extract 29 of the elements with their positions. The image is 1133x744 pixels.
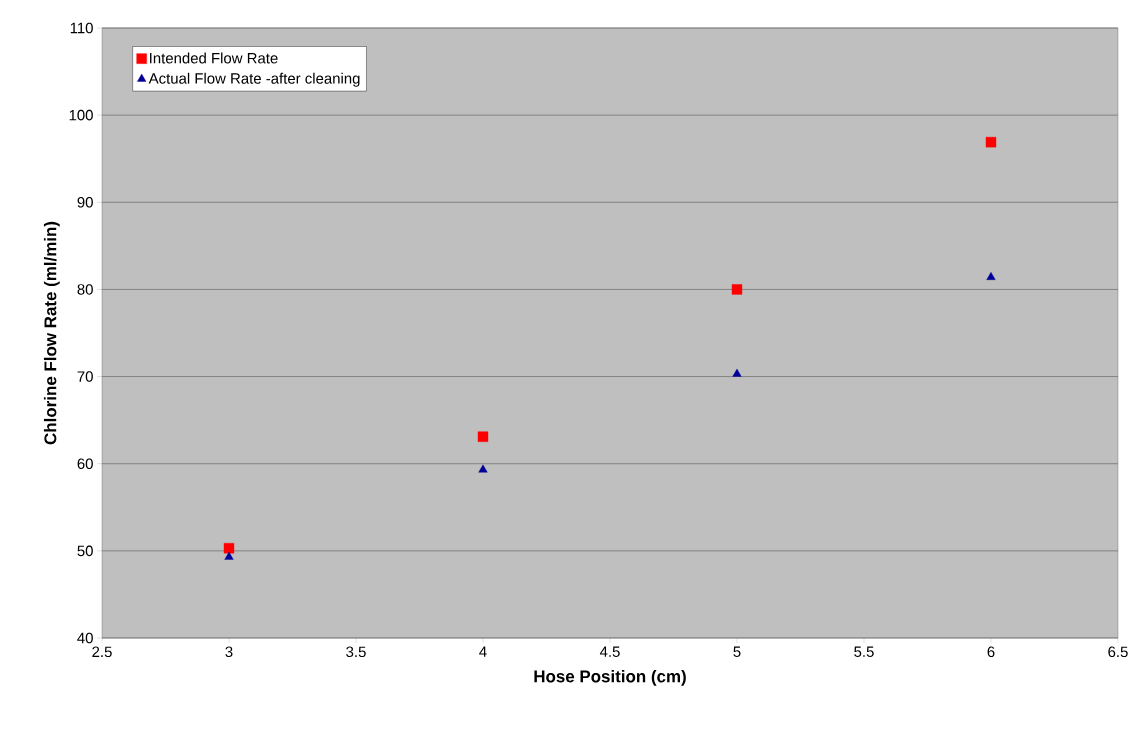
y-tick-label: 50	[77, 545, 93, 557]
x-tick-label: 3.5	[346, 646, 366, 658]
x-axis-title: Hose Position (cm)	[534, 669, 686, 686]
x-tick-label: 3	[225, 646, 233, 658]
y-tick-label: 70	[77, 371, 93, 382]
point	[985, 136, 997, 148]
x-tick-label: 4.5	[599, 646, 620, 657]
x-tick-label: 2.5	[92, 646, 112, 658]
point	[731, 284, 743, 295]
x-tick-label: 4	[479, 646, 487, 657]
point	[986, 272, 996, 280]
y-axis-title: Chlorine Flow Rate (ml/min)	[43, 221, 60, 445]
y-tick-label: 40	[77, 632, 93, 644]
y-tick-label: 80	[77, 284, 93, 295]
point	[732, 368, 742, 377]
legend-label: Intended Flow Rate	[150, 52, 278, 64]
y-tick-label: 90	[77, 196, 93, 208]
y-tick-label: 110	[70, 22, 93, 34]
y-tick-label: 60	[77, 458, 93, 469]
point	[224, 551, 234, 560]
point	[477, 431, 489, 442]
x-tick-label: 6	[987, 646, 995, 658]
point	[223, 543, 235, 554]
x-tick-label: 5.5	[854, 646, 874, 657]
point	[478, 464, 488, 473]
x-tick-label: 5	[733, 646, 741, 657]
x-tick-label: 6.5	[1108, 646, 1128, 658]
legend-label: Actual Flow Rate -after cleaning	[148, 72, 360, 87]
y-tick-label: 100	[69, 109, 93, 121]
